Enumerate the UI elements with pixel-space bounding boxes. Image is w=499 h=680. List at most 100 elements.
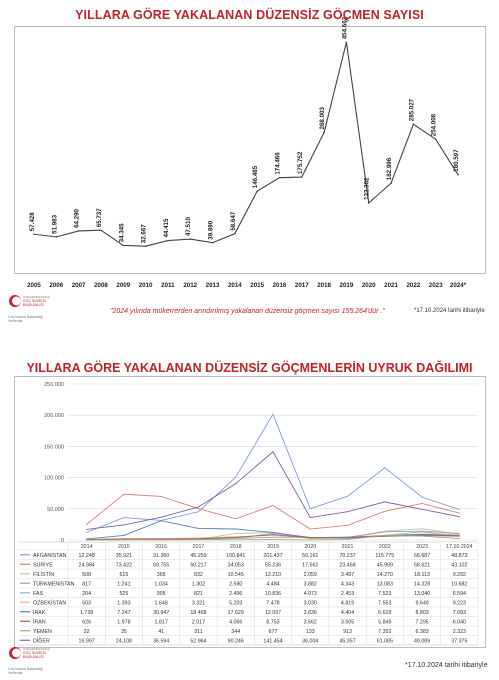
data-point-2011 bbox=[167, 239, 169, 242]
data-point-i-ran bbox=[458, 535, 460, 537]
table-cell: 12.210 bbox=[265, 572, 281, 578]
table-cell: 73.422 bbox=[116, 562, 132, 568]
date-note-2: *17.10.2024 tarihi itibariyle bbox=[405, 662, 488, 669]
table-cell: 30.947 bbox=[153, 610, 169, 616]
table-cell: 7.247 bbox=[117, 610, 130, 616]
table-cell: 34.053 bbox=[228, 562, 244, 568]
table-cell: 32 bbox=[84, 629, 90, 635]
data-label-2016: 174.466 bbox=[274, 152, 281, 175]
data-point-i-ran bbox=[347, 537, 349, 539]
table-cell: 7.352 bbox=[378, 629, 391, 635]
table-cell: 4.404 bbox=[341, 610, 354, 616]
data-point-irak bbox=[421, 534, 423, 536]
table-cell: 821 bbox=[194, 591, 203, 597]
data-point-suri-ye bbox=[123, 493, 125, 495]
table-header-cell: 2017 bbox=[193, 544, 205, 550]
data-point-afgani-stan bbox=[123, 517, 125, 519]
table-cell: 18.113 bbox=[414, 572, 430, 578]
table-cell: 23.468 bbox=[339, 562, 355, 568]
x-tick-2024*: 2024* bbox=[450, 282, 467, 289]
table-header-cell: 2016 bbox=[155, 544, 167, 550]
data-point-di-er bbox=[347, 511, 349, 513]
data-point-i-ran bbox=[235, 536, 237, 538]
logo-motto: Göç İdaresi Başkanlığı Verileridir bbox=[8, 315, 44, 323]
series-line-afgani-stan bbox=[86, 413, 460, 533]
table-cell: 69.755 bbox=[153, 562, 169, 568]
table-cell: 52.964 bbox=[190, 638, 206, 644]
table-cell: 17.629 bbox=[228, 610, 244, 616]
data-point-suri-ye bbox=[160, 495, 162, 497]
x-tick-2014: 2014 bbox=[228, 282, 242, 289]
data-point-fi-li-sti-n bbox=[384, 530, 386, 532]
data-point-fi-li-sti-n bbox=[421, 528, 423, 530]
table-header-cell: 2014 bbox=[81, 544, 93, 550]
table-cell: 6.628 bbox=[378, 610, 391, 616]
table-cell: 43.102 bbox=[451, 562, 467, 568]
table-cell: 12.248 bbox=[79, 553, 95, 559]
data-point-afgani-stan bbox=[197, 511, 199, 513]
data-point-2023 bbox=[434, 138, 437, 141]
table-cell: 13.083 bbox=[377, 581, 393, 587]
table-cell: 1.978 bbox=[117, 619, 130, 625]
table-cell: 14.270 bbox=[377, 572, 393, 578]
data-point-suri-ye bbox=[347, 524, 349, 526]
data-point-2005 bbox=[33, 233, 35, 236]
table-cell: 48.873 bbox=[451, 553, 467, 559]
data-point-suri-ye bbox=[272, 505, 274, 507]
data-point-t-rkmeni-stan bbox=[458, 532, 460, 534]
data-point-di-er bbox=[160, 516, 162, 518]
table-cell: 6.040 bbox=[453, 619, 466, 625]
data-point-2009 bbox=[122, 244, 125, 247]
table-cell: 12.097 bbox=[265, 610, 281, 616]
table-header-cell: 2019 bbox=[267, 544, 279, 550]
logo-ministry-text: İÇİŞLERİ BAKANLIĞI bbox=[23, 295, 51, 299]
legend-label: İRAN bbox=[33, 618, 46, 625]
table-cell: 70.237 bbox=[339, 553, 355, 559]
data-point-di-er bbox=[384, 501, 386, 503]
table-cell: 677 bbox=[269, 629, 278, 635]
data-point-suri-ye bbox=[235, 518, 237, 520]
logo-name-line1: GÖÇ İDARESİ bbox=[23, 651, 46, 655]
legend-label: FAS bbox=[33, 591, 43, 597]
data-point-i-ran bbox=[272, 534, 274, 536]
data-label-2015: 146.485 bbox=[252, 165, 259, 188]
x-tick-2007: 2007 bbox=[72, 282, 86, 289]
table-cell: 311 bbox=[194, 629, 202, 635]
table-cell: 18.468 bbox=[190, 610, 206, 616]
x-tick-2009: 2009 bbox=[116, 282, 130, 289]
table-cell: 5.849 bbox=[378, 619, 391, 625]
table-cell: 10.836 bbox=[265, 591, 281, 597]
data-point-afgani-stan bbox=[235, 476, 237, 478]
table-cell: 1.817 bbox=[155, 619, 168, 625]
table-cell: 133 bbox=[306, 629, 315, 635]
x-tick-2022: 2022 bbox=[406, 282, 420, 289]
data-point-yemen bbox=[235, 539, 237, 541]
data-point-i-ran bbox=[123, 538, 125, 540]
data-point-di-er bbox=[86, 528, 88, 530]
legend-label: TÜRKMENİSTAN bbox=[33, 580, 75, 587]
table-cell: 8.753 bbox=[266, 619, 279, 625]
legend-label: FİLİSTİN bbox=[33, 571, 54, 578]
data-point-2006 bbox=[55, 236, 58, 238]
table-cell: 17.562 bbox=[302, 562, 318, 568]
table-header-cell: 2023 bbox=[416, 544, 428, 550]
table-cell: 16.997 bbox=[79, 638, 95, 644]
table-cell: 24.984 bbox=[79, 562, 95, 568]
data-point-2024* bbox=[457, 173, 459, 176]
series-line bbox=[33, 42, 459, 247]
x-tick-2019: 2019 bbox=[340, 282, 354, 289]
legend-label: SURİYE bbox=[33, 561, 53, 568]
table-cell: 201.437 bbox=[263, 553, 282, 559]
data-point-afgani-stan bbox=[272, 413, 274, 415]
logo-name-line1: GÖÇ İDARESİ bbox=[23, 299, 46, 303]
table-cell: 4.066 bbox=[229, 619, 242, 625]
data-point-2019 bbox=[345, 41, 348, 44]
data-point-suri-ye bbox=[421, 502, 423, 504]
data-point-2022 bbox=[412, 123, 415, 126]
table-cell: 10.545 bbox=[228, 572, 244, 578]
data-point-2015 bbox=[256, 190, 258, 192]
data-point-2012 bbox=[189, 238, 192, 240]
data-label-2018: 268.003 bbox=[319, 107, 326, 130]
table-cell: 61.085 bbox=[377, 638, 393, 644]
table-cell: 3.497 bbox=[341, 572, 354, 578]
